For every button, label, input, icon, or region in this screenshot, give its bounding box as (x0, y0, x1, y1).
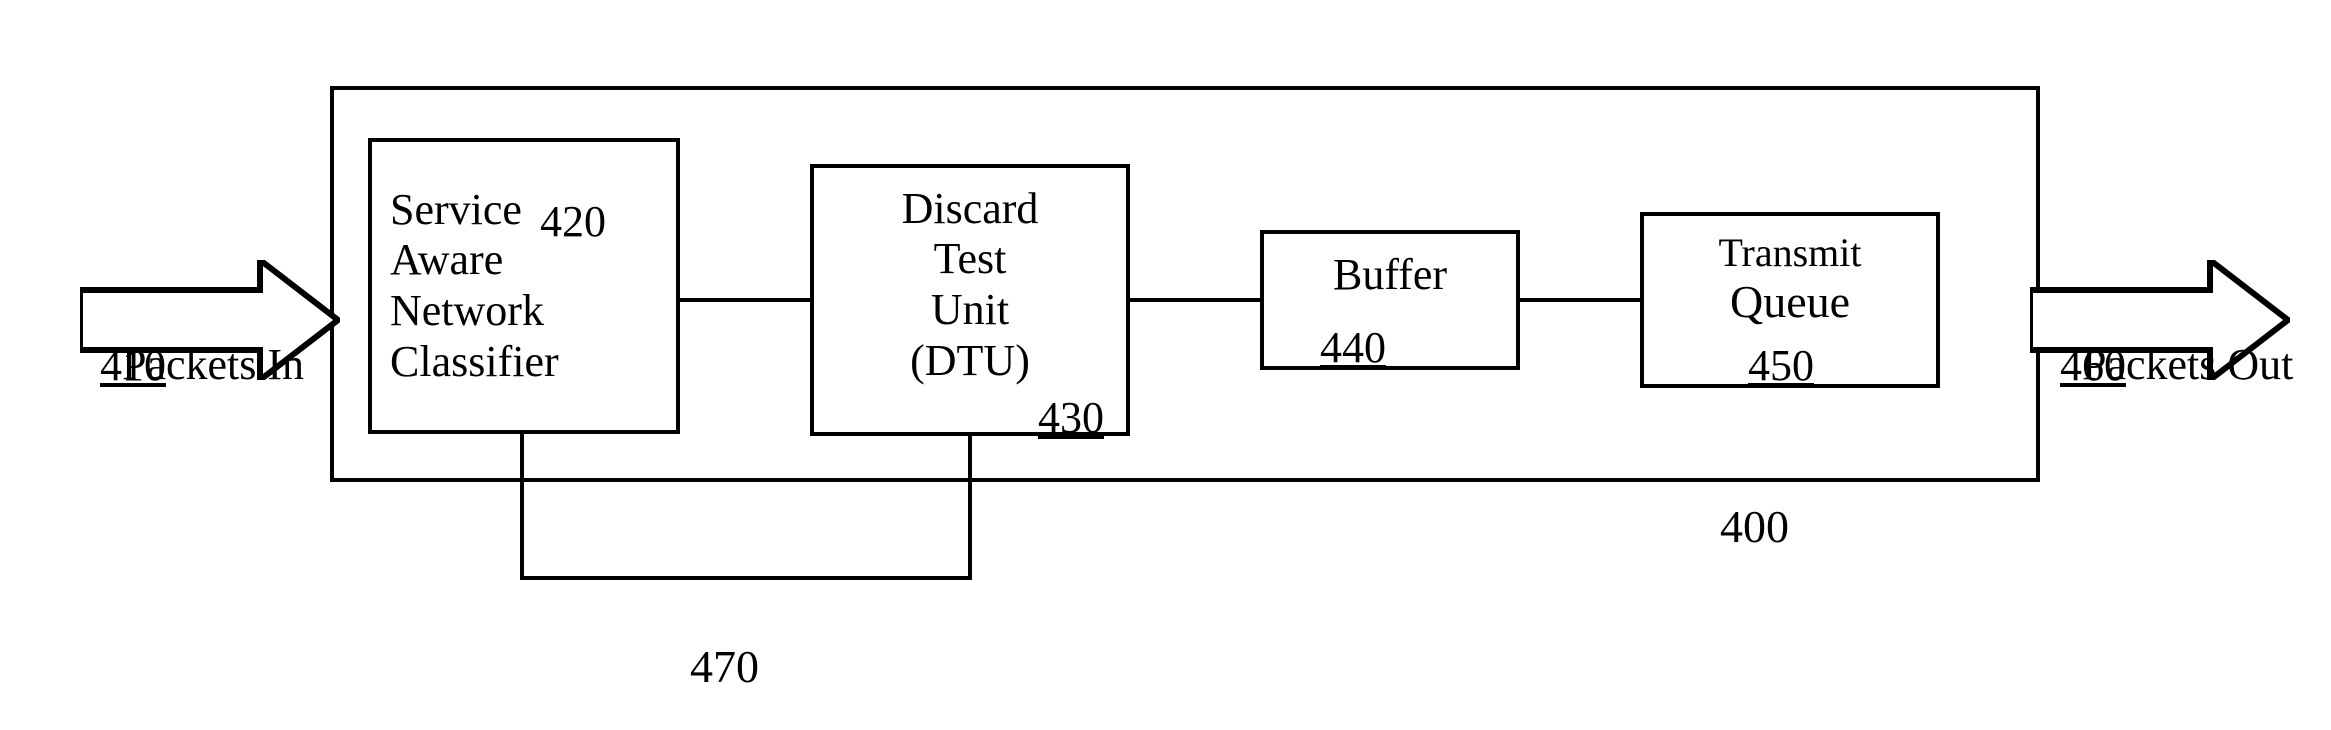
buffer-line1: Buffer (1333, 250, 1447, 301)
queue-ref: 450 (1748, 340, 1814, 391)
queue-line1: Transmit (1718, 230, 1861, 276)
classifier-line3: Network (390, 286, 544, 337)
classifier-block: Service Aware Network Classifier (368, 138, 680, 434)
buffer-block: Buffer (1260, 230, 1520, 370)
classifier-line1: Service (390, 185, 522, 236)
classifier-line4: Classifier (390, 337, 559, 388)
dtu-line1: Discard (902, 184, 1039, 235)
classifier-line2: Aware (390, 235, 503, 286)
buffer-ref: 440 (1320, 322, 1386, 373)
dtu-line2: Test (934, 234, 1007, 285)
dtu-line4: (DTU) (910, 336, 1030, 387)
feedback-down (968, 436, 972, 580)
classifier-ref: 420 (540, 196, 606, 247)
feedback-up (520, 434, 524, 580)
dtu-ref: 430 (1038, 392, 1104, 443)
connector-buffer-queue (1520, 298, 1640, 302)
feedback-left (520, 576, 972, 580)
packets-in-ref: 410 (100, 340, 166, 391)
dtu-line3: Unit (931, 285, 1009, 336)
connector-classifier-dtu (680, 298, 810, 302)
system-box-ref: 400 (1720, 500, 1789, 553)
packets-out-ref: 460 (2060, 340, 2126, 391)
connector-dtu-buffer (1130, 298, 1260, 302)
queue-line2: Queue (1730, 276, 1850, 329)
feedback-ref: 470 (690, 640, 759, 693)
